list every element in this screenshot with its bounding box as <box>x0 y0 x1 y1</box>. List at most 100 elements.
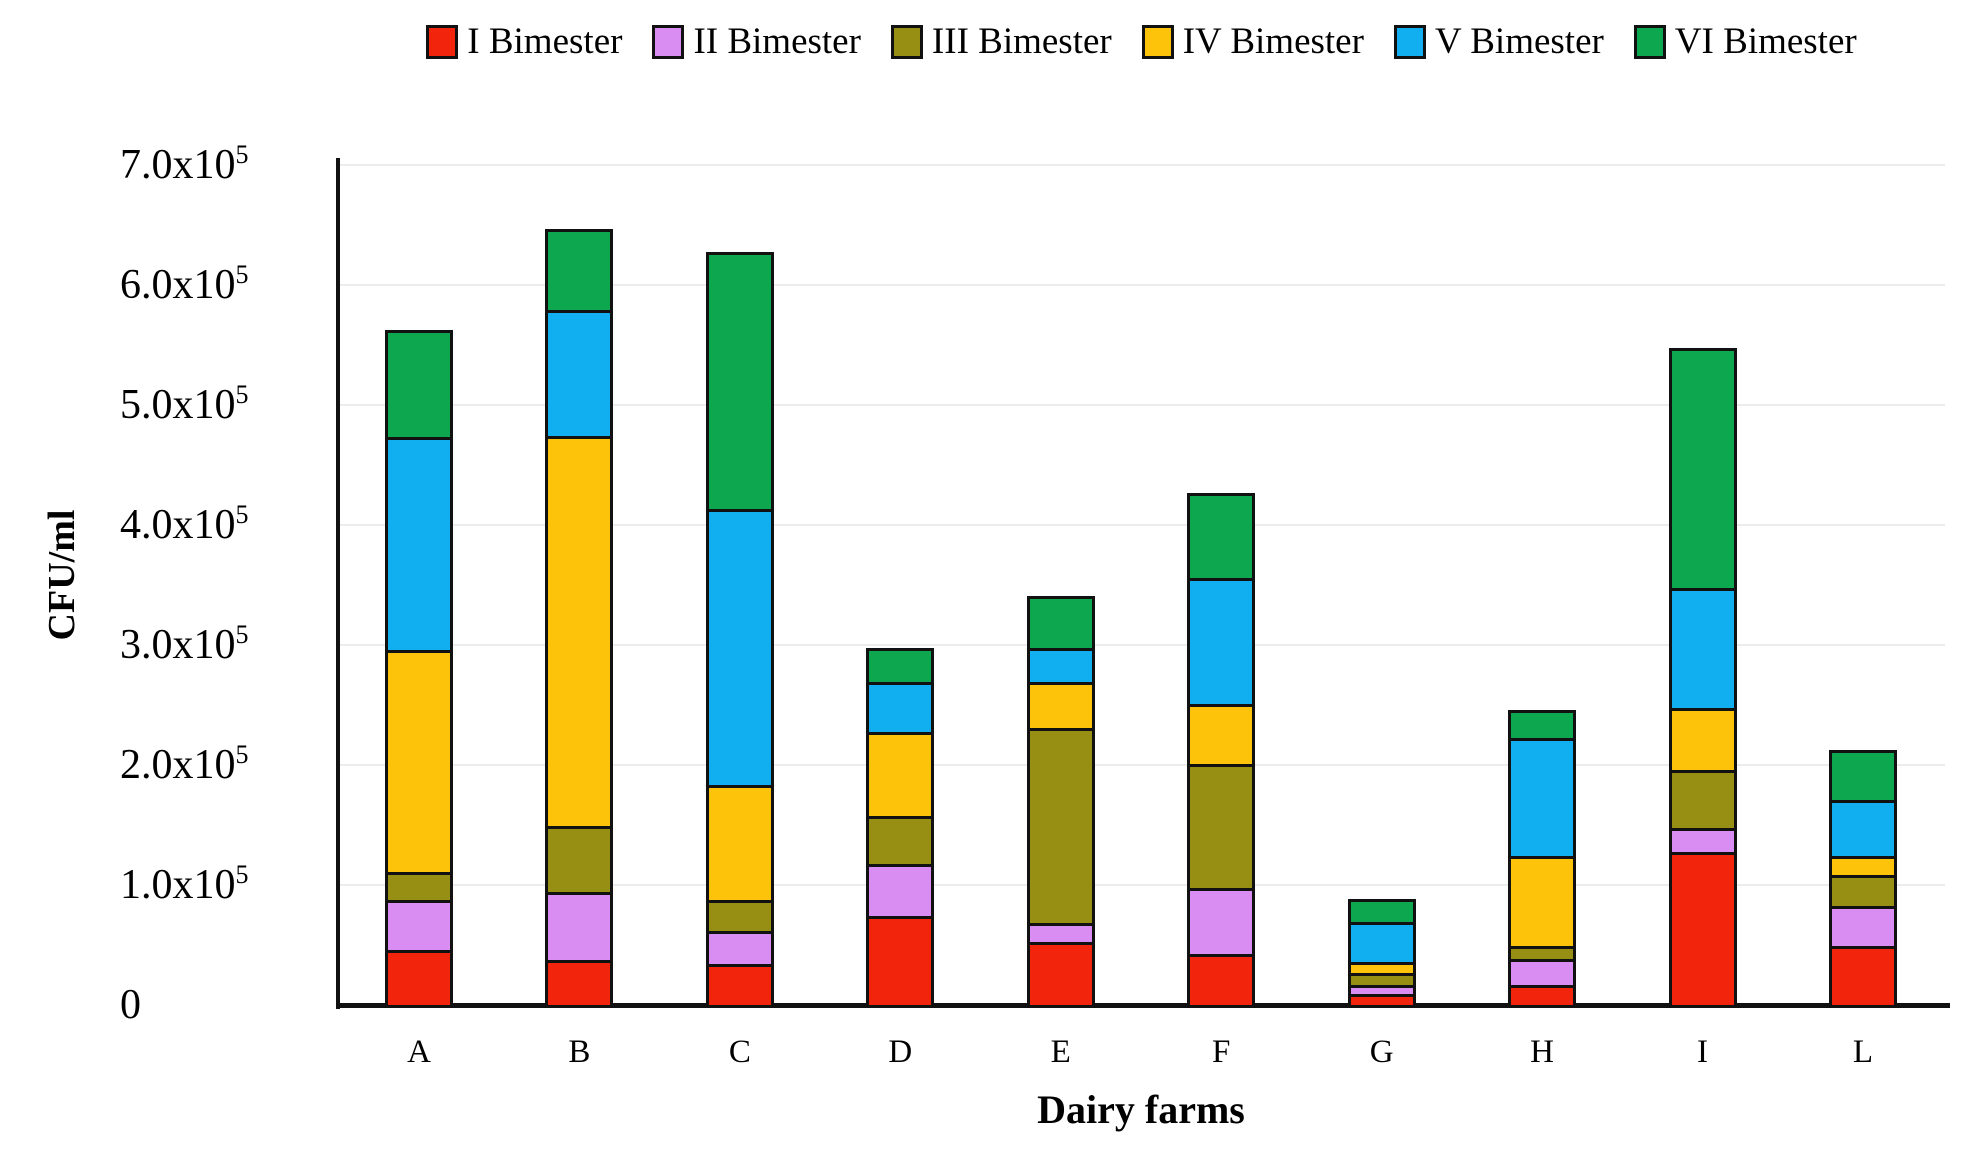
bar-E-segment-ii-bimester <box>1029 925 1092 945</box>
gridline-4.0x10e5 <box>340 524 1945 526</box>
bar-B-segment-v-bimester <box>548 312 611 439</box>
bar-I-segment-vi-bimester <box>1671 351 1734 592</box>
bar-F-segment-i-bimester <box>1190 956 1253 1005</box>
bar-E-segment-iii-bimester <box>1029 731 1092 926</box>
bar-D-segment-v-bimester <box>869 684 932 736</box>
bar-L-segment-iii-bimester <box>1831 877 1894 910</box>
legend-label-iii-bimester: III Bimester <box>931 21 1112 62</box>
bar-D-segment-ii-bimester <box>869 867 932 919</box>
legend-item-v-bimester: V Bimester <box>1393 21 1604 62</box>
x-tick-label-E: E <box>1050 1034 1071 1070</box>
gridline-5.0x10e5 <box>340 404 1945 406</box>
legend-item-iv-bimester: IV Bimester <box>1141 22 1364 62</box>
bar-C-segment-vi-bimester <box>708 255 771 512</box>
y-tick-label-1.0x10e5: 1.0x105 <box>120 860 249 909</box>
bar-G-segment-iii-bimester <box>1350 976 1413 989</box>
bar-D <box>866 648 935 1008</box>
x-axis-line <box>336 1003 1950 1008</box>
legend-item-vi-bimester: VI Bimester <box>1633 21 1857 62</box>
bar-H-segment-iv-bimester <box>1511 858 1574 949</box>
bar-A <box>385 330 453 1008</box>
legend-label-v-bimester: V Bimester <box>1434 21 1604 62</box>
y-tick-exponent: 5 <box>235 860 249 889</box>
y-tick-label-7.0x10e5: 7.0x105 <box>120 140 249 189</box>
bar-A-segment-iv-bimester <box>388 653 450 876</box>
y-tick-label-2.0x10e5: 2.0x105 <box>120 740 249 789</box>
bar-I <box>1668 348 1737 1008</box>
bar-A-segment-vi-bimester <box>388 333 450 440</box>
bar-H-segment-iii-bimester <box>1511 948 1574 962</box>
bar-B <box>545 229 614 1008</box>
gridline-2.0x10e5 <box>340 764 1945 766</box>
bar-C-segment-v-bimester <box>708 511 771 788</box>
bar-C <box>705 252 774 1008</box>
bar-G-segment-ii-bimester <box>1350 988 1413 997</box>
bar-E-segment-i-bimester <box>1029 944 1092 1005</box>
y-tick-exponent: 5 <box>235 260 249 289</box>
bar-H-segment-vi-bimester <box>1511 713 1574 742</box>
x-tick-label-G: G <box>1369 1034 1394 1070</box>
bar-C-segment-iv-bimester <box>708 787 771 904</box>
gridline-7.0x10e5 <box>340 164 1945 166</box>
legend-label-vi-bimester: VI Bimester <box>1674 21 1857 62</box>
legend-marker-ii-bimester <box>652 25 685 59</box>
bar-H-segment-v-bimester <box>1511 741 1574 859</box>
bar-H-segment-i-bimester <box>1511 988 1574 1005</box>
bar-G-segment-i-bimester <box>1350 996 1413 1005</box>
bar-I-segment-v-bimester <box>1671 591 1734 712</box>
bar-F-segment-vi-bimester <box>1190 496 1253 582</box>
bar-D-segment-iii-bimester <box>869 819 932 868</box>
x-tick-label-F: F <box>1212 1034 1231 1070</box>
legend-label-i-bimester: I Bimester <box>467 21 623 62</box>
bar-D-segment-vi-bimester <box>869 651 932 685</box>
y-tick-exponent: 5 <box>235 140 249 169</box>
gridline-3.0x10e5 <box>340 644 1945 646</box>
bar-B-segment-iv-bimester <box>548 438 611 829</box>
bar-L-segment-iv-bimester <box>1831 858 1894 878</box>
bar-B-segment-iii-bimester <box>548 828 611 895</box>
bar-L-segment-ii-bimester <box>1831 909 1894 949</box>
bar-L <box>1828 750 1897 1008</box>
gridline-1.0x10e5 <box>340 884 1945 886</box>
y-axis-line <box>336 158 340 1009</box>
bar-L-segment-i-bimester <box>1831 948 1894 1005</box>
legend-label-ii-bimester: II Bimester <box>693 21 861 62</box>
x-tick-label-L: L <box>1852 1034 1874 1070</box>
x-tick-label-A: A <box>407 1034 431 1070</box>
y-tick-label-3.0x10e5: 3.0x105 <box>120 620 249 669</box>
y-tick-exponent: 5 <box>235 380 249 409</box>
bar-G <box>1347 898 1416 1008</box>
bar-L-segment-v-bimester <box>1831 803 1894 859</box>
bar-F-segment-ii-bimester <box>1190 890 1253 957</box>
x-axis-title: Dairy farms <box>1037 1087 1245 1132</box>
bar-D-segment-i-bimester <box>869 918 932 1005</box>
legend-item-iii-bimester: III Bimester <box>890 21 1112 62</box>
bar-H-segment-ii-bimester <box>1511 961 1574 989</box>
bar-E-segment-v-bimester <box>1029 651 1092 685</box>
bar-E-segment-vi-bimester <box>1029 599 1092 652</box>
x-tick-label-H: H <box>1530 1034 1554 1070</box>
legend-item-i-bimester: I Bimester <box>426 22 622 62</box>
bar-A-segment-iii-bimester <box>388 875 450 904</box>
legend-marker-vi-bimester <box>1633 25 1666 59</box>
bar-G-segment-vi-bimester <box>1350 901 1413 925</box>
bar-B-segment-vi-bimester <box>548 232 611 313</box>
bar-F-segment-v-bimester <box>1190 581 1253 708</box>
bar-I-segment-iii-bimester <box>1671 773 1734 831</box>
y-tick-exponent: 5 <box>235 500 249 529</box>
y-axis-title: CFU/ml <box>41 509 83 641</box>
bar-B-segment-i-bimester <box>548 962 611 1005</box>
bar-F-segment-iii-bimester <box>1190 767 1253 891</box>
bar-I-segment-iv-bimester <box>1671 711 1734 774</box>
bar-A-segment-ii-bimester <box>388 903 450 954</box>
legend-marker-i-bimester <box>426 25 459 59</box>
bar-C-segment-ii-bimester <box>708 934 771 967</box>
bar-E-segment-iv-bimester <box>1029 684 1092 732</box>
bar-I-segment-ii-bimester <box>1671 831 1734 855</box>
bar-I-segment-i-bimester <box>1671 855 1734 1005</box>
legend-item-ii-bimester: II Bimester <box>652 21 861 62</box>
bar-E <box>1026 596 1095 1008</box>
bar-D-segment-iv-bimester <box>869 735 932 820</box>
bar-H <box>1508 710 1577 1008</box>
